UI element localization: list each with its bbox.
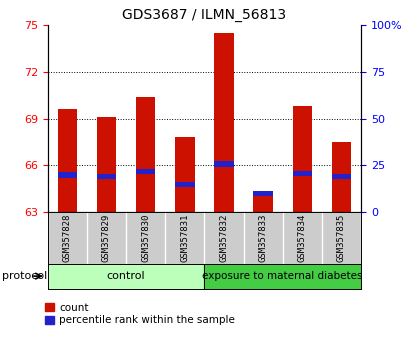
Bar — [97, 117, 116, 212]
Text: GSM357830: GSM357830 — [141, 214, 150, 262]
Legend: count, percentile rank within the sample: count, percentile rank within the sample — [45, 303, 235, 325]
Bar — [48, 264, 205, 289]
Text: GSM357834: GSM357834 — [298, 214, 307, 262]
Text: control: control — [107, 271, 145, 281]
Bar — [253, 191, 273, 196]
Text: GSM357831: GSM357831 — [180, 214, 189, 262]
Text: GSM357829: GSM357829 — [102, 214, 111, 262]
Bar — [97, 174, 116, 179]
Bar — [136, 169, 156, 175]
Text: GSM357835: GSM357835 — [337, 214, 346, 262]
Bar — [214, 33, 234, 212]
Bar — [332, 174, 351, 179]
Bar — [293, 106, 312, 212]
Text: GSM357832: GSM357832 — [220, 214, 229, 262]
Bar — [253, 190, 273, 212]
Bar — [136, 97, 156, 212]
Bar — [293, 171, 312, 176]
Bar — [58, 109, 77, 212]
Bar — [332, 142, 351, 212]
Bar — [214, 161, 234, 167]
Text: GSM357833: GSM357833 — [259, 214, 268, 262]
Bar — [175, 182, 195, 187]
Text: protocol: protocol — [2, 271, 47, 281]
Bar — [205, 264, 361, 289]
Title: GDS3687 / ILMN_56813: GDS3687 / ILMN_56813 — [122, 8, 286, 22]
Bar — [175, 137, 195, 212]
Text: exposure to maternal diabetes: exposure to maternal diabetes — [203, 271, 363, 281]
Bar — [58, 172, 77, 178]
Text: GSM357828: GSM357828 — [63, 214, 72, 262]
